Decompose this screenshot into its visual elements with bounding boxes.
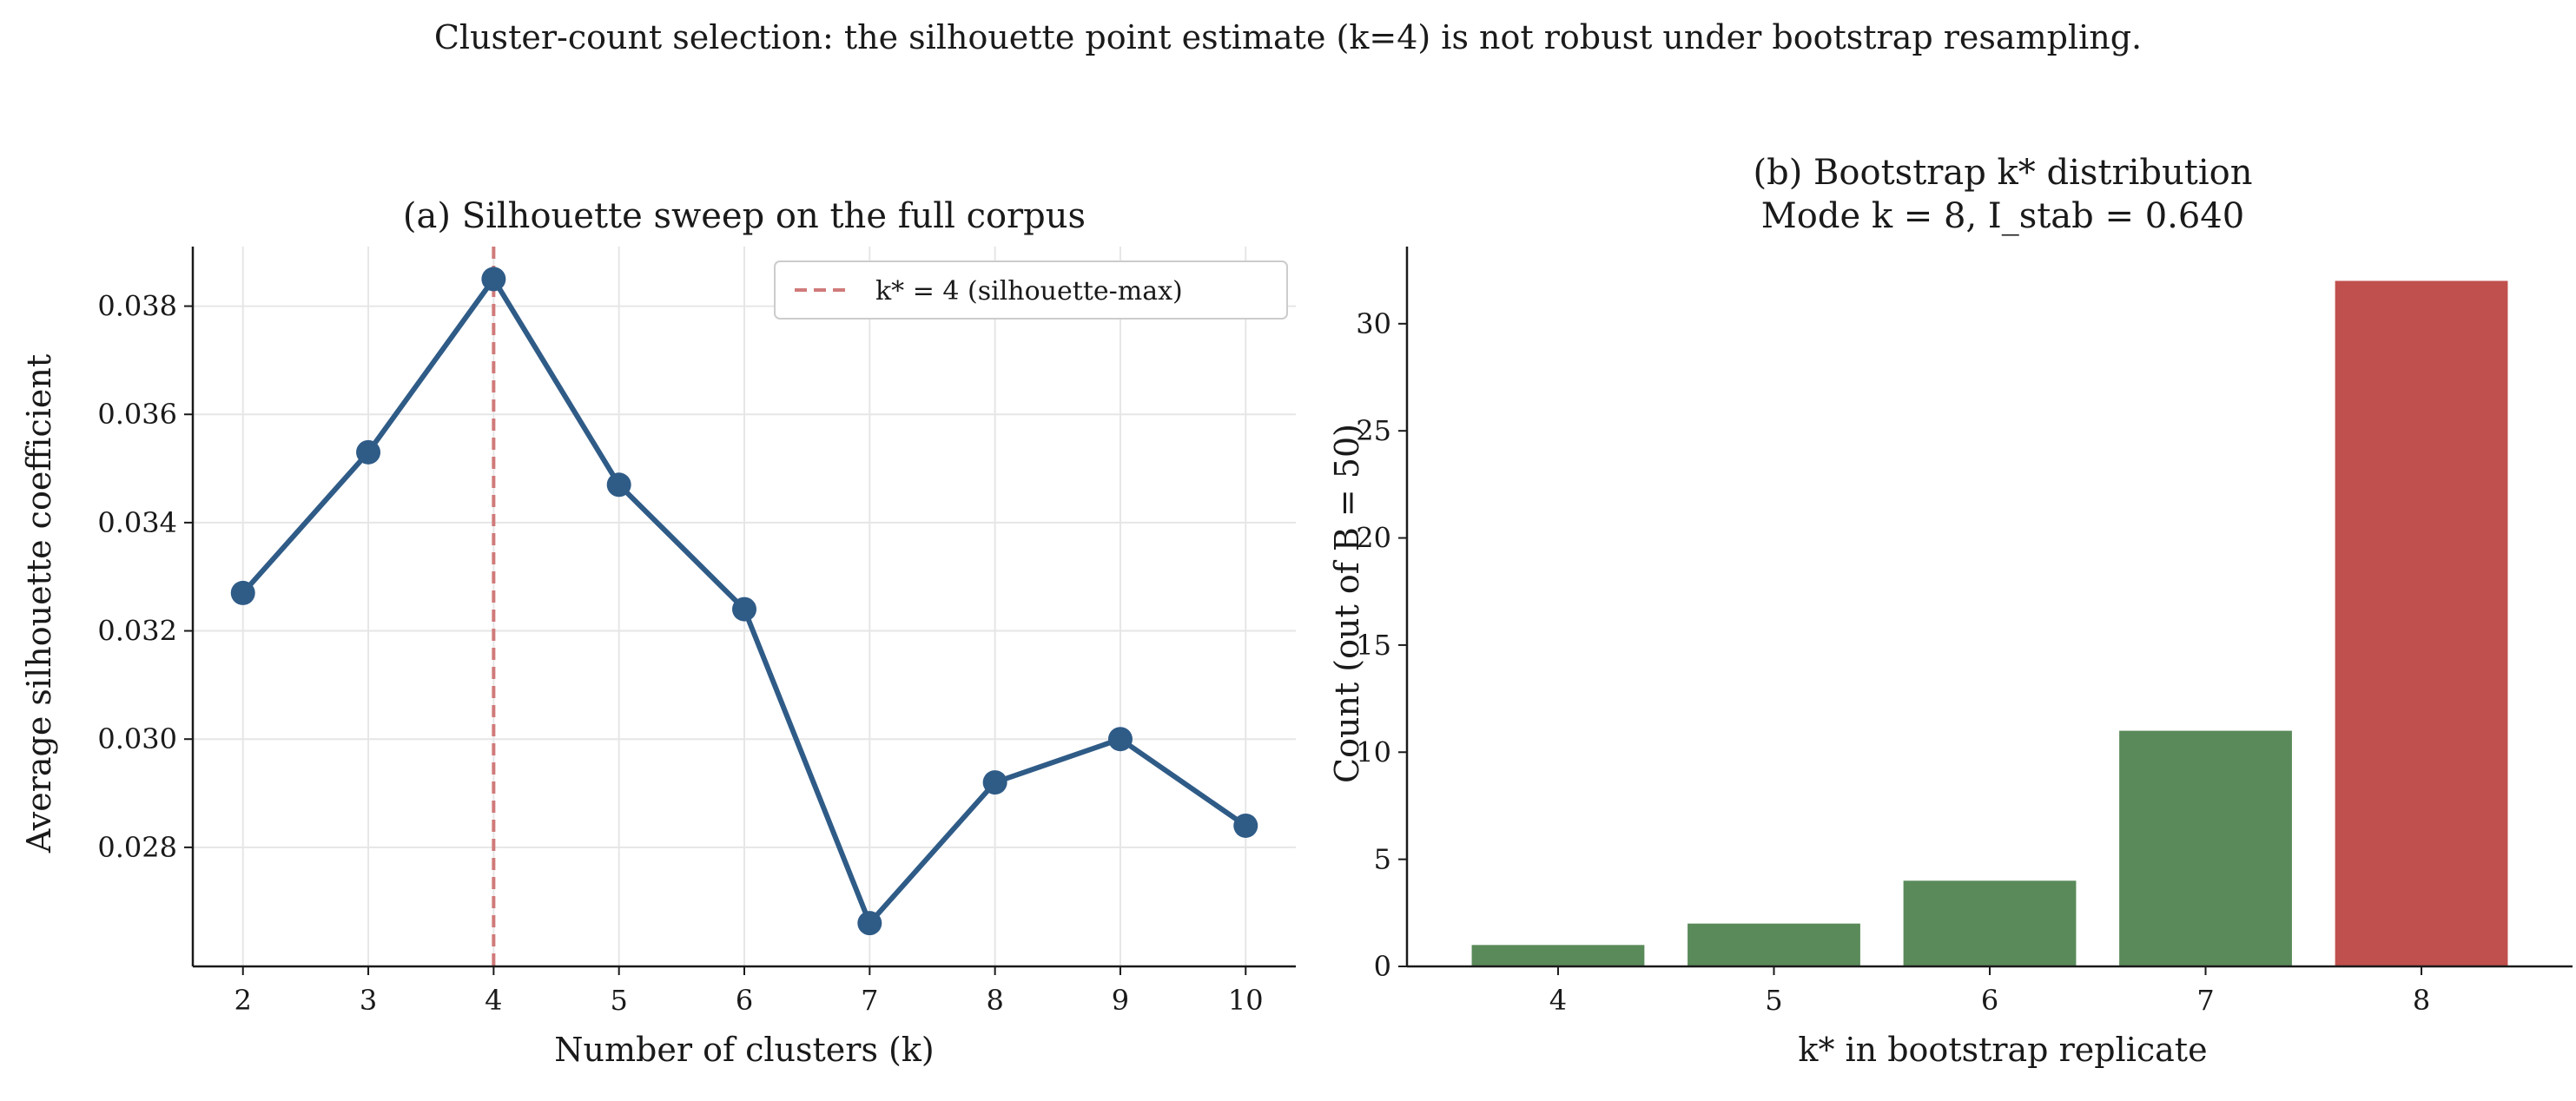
y-tick-label: 5 xyxy=(1374,843,1391,876)
x-tick-label: 7 xyxy=(861,984,878,1017)
panel-b-bootstrap-chart: (b) Bootstrap k* distribution Mode k = 8… xyxy=(1328,153,2573,1069)
x-tick-label: 10 xyxy=(1228,984,1264,1017)
bar-k6 xyxy=(1903,880,2077,966)
bar-k7 xyxy=(2119,730,2292,966)
bar-k5 xyxy=(1688,923,1860,966)
data-point-k4 xyxy=(481,267,506,292)
panel-b-y-ticks: 0 5 10 15 20 25 30 xyxy=(1356,307,1407,983)
y-tick-label: 0.038 xyxy=(97,290,177,323)
y-tick-label: 15 xyxy=(1356,629,1391,662)
panel-a-title: (a) Silhouette sweep on the full corpus xyxy=(403,196,1086,236)
panel-b-subtitle: Mode k = 8, I_stab = 0.640 xyxy=(1761,196,2244,236)
panel-b-bars xyxy=(1471,280,2508,966)
panel-a-legend: k* = 4 (silhouette-max) xyxy=(774,260,1288,320)
x-tick-label: 3 xyxy=(360,984,377,1017)
data-point-k10 xyxy=(1233,813,1258,838)
x-tick-label: 4 xyxy=(1549,984,1567,1017)
legend-box xyxy=(774,260,1288,320)
x-tick-label: 4 xyxy=(485,984,502,1017)
legend-vline-label: k* = 4 (silhouette-max) xyxy=(875,276,1183,307)
data-point-k8 xyxy=(982,770,1007,795)
panel-b-x-ticks: 4 5 6 7 8 xyxy=(1549,966,2430,1017)
panel-b-title: (b) Bootstrap k* distribution xyxy=(1754,153,2253,193)
figure-suptitle: Cluster-count selection: the silhouette … xyxy=(434,18,2142,56)
data-point-k7 xyxy=(857,911,882,936)
x-tick-label: 6 xyxy=(736,984,753,1017)
data-point-k3 xyxy=(356,439,381,465)
data-point-k6 xyxy=(732,597,756,622)
y-tick-label: 20 xyxy=(1356,522,1391,555)
data-point-k9 xyxy=(1107,727,1133,752)
y-tick-label: 0 xyxy=(1374,950,1391,983)
y-tick-label: 25 xyxy=(1356,414,1391,447)
panel-a-silhouette-chart: (a) Silhouette sweep on the full corpus … xyxy=(20,196,1296,1069)
x-tick-label: 7 xyxy=(2196,984,2214,1017)
y-tick-label: 0.036 xyxy=(97,398,177,431)
panel-b-ylabel: Count (out of B = 50) xyxy=(1328,424,1366,783)
y-tick-label: 0.030 xyxy=(97,722,177,755)
y-tick-label: 0.028 xyxy=(97,831,177,864)
panel-a-xlabel: Number of clusters (k) xyxy=(554,1031,934,1069)
y-tick-label: 0.034 xyxy=(97,506,177,539)
data-point-k2 xyxy=(230,580,255,605)
x-tick-label: 9 xyxy=(1112,984,1129,1017)
x-tick-label: 8 xyxy=(2413,984,2430,1017)
data-point-k5 xyxy=(606,472,631,498)
panel-a-ylabel: Average silhouette coefficient xyxy=(20,354,58,854)
x-tick-label: 5 xyxy=(1765,984,1782,1017)
x-tick-label: 2 xyxy=(234,984,252,1017)
panel-a-y-ticks: 0.028 0.030 0.032 0.034 0.036 0.038 xyxy=(97,290,193,864)
bar-k4 xyxy=(1471,945,1645,966)
bar-k8 xyxy=(2335,280,2508,966)
x-tick-label: 6 xyxy=(1981,984,1998,1017)
panel-a-x-ticks: 2 3 4 5 6 7 8 9 10 xyxy=(234,966,1264,1017)
panel-a-markers xyxy=(230,267,1258,936)
y-tick-label: 0.032 xyxy=(97,615,177,648)
y-tick-label: 10 xyxy=(1356,735,1391,768)
x-tick-label: 5 xyxy=(611,984,628,1017)
x-tick-label: 8 xyxy=(986,984,1003,1017)
y-tick-label: 30 xyxy=(1356,307,1391,340)
panel-b-xlabel: k* in bootstrap replicate xyxy=(1798,1031,2207,1069)
